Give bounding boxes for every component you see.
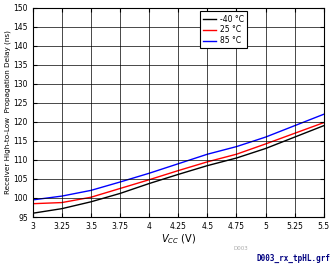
- 25 °C: [118, 187, 122, 190]
- X-axis label: $V_{CC}$ (V): $V_{CC}$ (V): [161, 232, 196, 246]
- 25 °C: [147, 178, 151, 181]
- Text: D003_rx_tpHL.grf: D003_rx_tpHL.grf: [257, 254, 331, 263]
- Legend: -40 °C, 25 °C, 85 °C: -40 °C, 25 °C, 85 °C: [200, 11, 247, 48]
- 25 °C: [60, 201, 64, 204]
- 85 °C: [60, 194, 64, 198]
- Line: 85 °C: 85 °C: [33, 114, 324, 200]
- 85 °C: [322, 113, 326, 116]
- 25 °C: [293, 132, 297, 135]
- -40 °C: [264, 147, 268, 150]
- 85 °C: [118, 180, 122, 184]
- 85 °C: [293, 124, 297, 127]
- Text: D003: D003: [234, 246, 248, 251]
- 85 °C: [31, 198, 35, 201]
- -40 °C: [60, 207, 64, 210]
- 85 °C: [89, 189, 93, 192]
- 25 °C: [31, 202, 35, 205]
- 25 °C: [176, 169, 180, 172]
- Line: 25 °C: 25 °C: [33, 123, 324, 204]
- Line: -40 °C: -40 °C: [33, 126, 324, 213]
- -40 °C: [322, 124, 326, 127]
- 85 °C: [176, 162, 180, 165]
- -40 °C: [31, 212, 35, 215]
- 25 °C: [322, 121, 326, 124]
- -40 °C: [205, 164, 209, 167]
- 85 °C: [264, 135, 268, 139]
- 25 °C: [234, 153, 238, 156]
- -40 °C: [176, 173, 180, 176]
- -40 °C: [147, 182, 151, 185]
- 85 °C: [147, 172, 151, 175]
- 25 °C: [205, 160, 209, 163]
- -40 °C: [293, 135, 297, 139]
- 25 °C: [264, 142, 268, 146]
- 25 °C: [89, 196, 93, 199]
- -40 °C: [118, 192, 122, 195]
- -40 °C: [234, 156, 238, 160]
- 85 °C: [234, 145, 238, 148]
- 85 °C: [205, 153, 209, 156]
- Y-axis label: Receiver High-to-Low  Propagation Delay (ns): Receiver High-to-Low Propagation Delay (…: [4, 30, 11, 194]
- -40 °C: [89, 200, 93, 203]
